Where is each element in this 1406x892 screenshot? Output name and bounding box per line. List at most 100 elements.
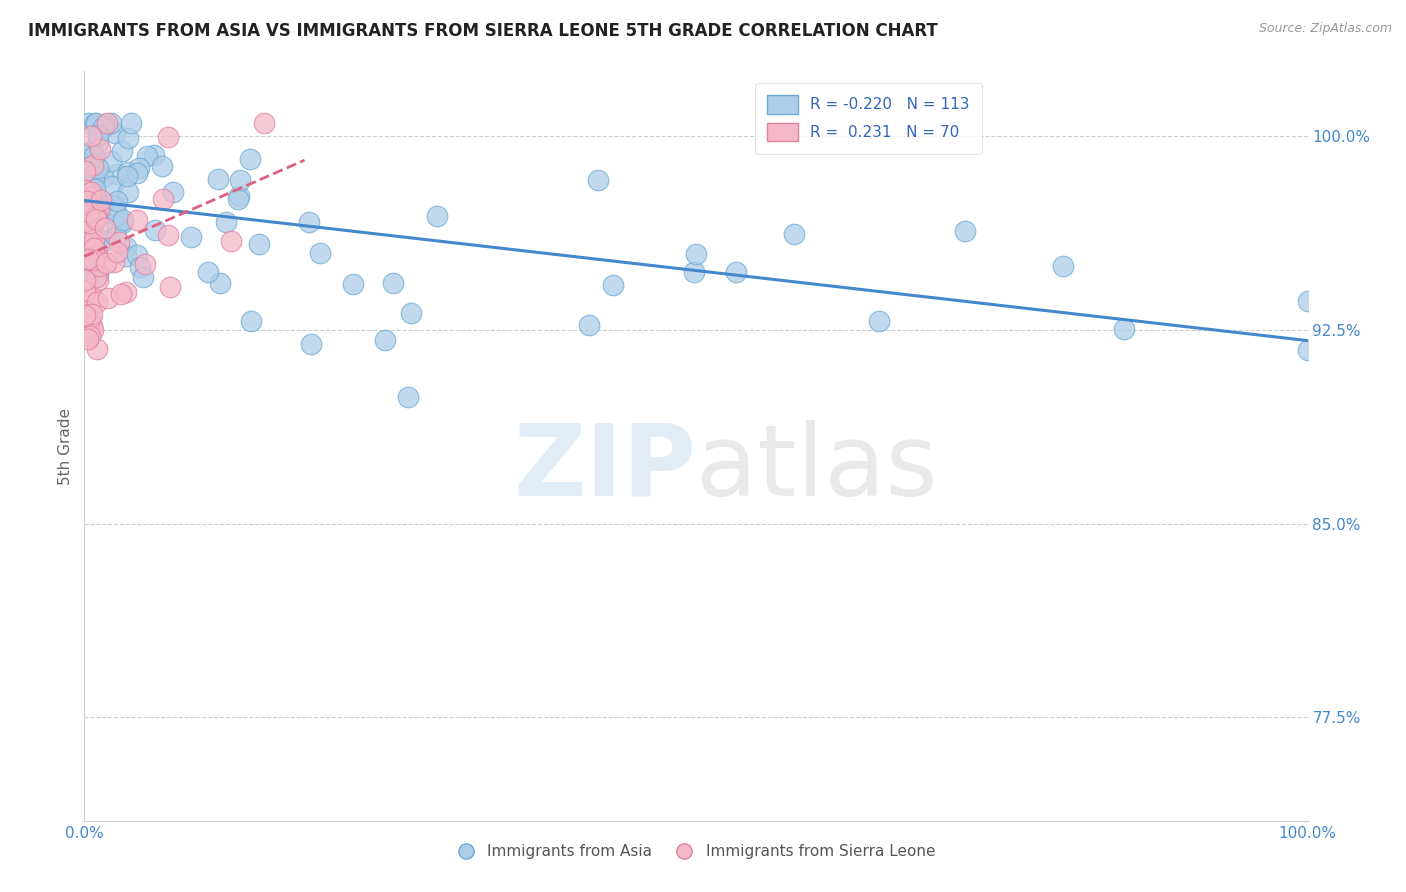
Point — [82, 319, 104, 334]
Point — [152, 192, 174, 206]
Point — [77, 199, 100, 213]
Point — [84, 116, 107, 130]
Point — [77, 230, 100, 244]
Point — [87, 209, 110, 223]
Point — [80, 307, 103, 321]
Point — [117, 131, 139, 145]
Point — [127, 166, 149, 180]
Point — [80, 215, 103, 229]
Point — [82, 291, 104, 305]
Y-axis label: 5th Grade: 5th Grade — [58, 408, 73, 484]
Point — [73, 304, 96, 318]
Point — [115, 169, 138, 183]
Point — [76, 161, 98, 175]
Point — [157, 129, 180, 144]
Legend: Immigrants from Asia, Immigrants from Sierra Leone: Immigrants from Asia, Immigrants from Si… — [450, 838, 942, 865]
Point — [76, 116, 98, 130]
Point — [79, 310, 101, 325]
Point — [426, 209, 449, 223]
Point — [381, 276, 404, 290]
Point — [79, 216, 101, 230]
Point — [82, 229, 104, 244]
Point — [76, 222, 98, 236]
Point — [76, 222, 98, 236]
Point — [396, 390, 419, 404]
Point — [75, 183, 97, 197]
Point — [75, 226, 97, 240]
Point — [82, 154, 104, 169]
Point — [83, 164, 105, 178]
Point — [76, 163, 98, 178]
Point — [86, 294, 108, 309]
Point — [87, 259, 110, 273]
Point — [110, 287, 132, 301]
Point — [87, 128, 110, 142]
Point — [105, 194, 128, 208]
Point — [107, 208, 129, 222]
Point — [79, 232, 101, 246]
Point — [1296, 293, 1319, 308]
Point — [79, 329, 101, 343]
Point — [91, 120, 114, 134]
Point — [80, 207, 103, 221]
Point — [83, 233, 105, 247]
Point — [83, 247, 105, 261]
Point — [80, 176, 103, 190]
Point — [100, 198, 122, 212]
Point — [79, 244, 101, 259]
Point — [683, 265, 706, 279]
Point — [229, 172, 252, 186]
Point — [86, 209, 108, 223]
Point — [117, 185, 139, 199]
Point — [93, 198, 115, 212]
Point — [299, 337, 322, 351]
Point — [84, 182, 107, 196]
Point — [104, 126, 127, 140]
Point — [73, 244, 96, 259]
Point — [79, 223, 101, 237]
Point — [77, 321, 100, 335]
Point — [77, 186, 100, 201]
Point — [342, 277, 364, 292]
Point — [89, 202, 111, 217]
Point — [80, 202, 103, 217]
Point — [1052, 259, 1074, 273]
Point — [94, 221, 117, 235]
Point — [91, 170, 114, 185]
Point — [219, 234, 242, 248]
Point — [80, 128, 103, 143]
Point — [89, 142, 111, 156]
Point — [783, 227, 806, 241]
Point — [159, 280, 181, 294]
Point — [87, 135, 110, 149]
Point — [240, 314, 263, 328]
Point — [80, 190, 103, 204]
Point — [76, 235, 98, 249]
Point — [252, 116, 274, 130]
Point — [105, 218, 128, 232]
Point — [131, 270, 153, 285]
Point — [247, 237, 270, 252]
Point — [143, 148, 166, 162]
Point — [602, 278, 624, 293]
Point — [77, 242, 100, 256]
Point — [143, 223, 166, 237]
Point — [86, 343, 108, 357]
Point — [93, 117, 115, 131]
Point — [84, 211, 107, 226]
Point — [83, 211, 105, 226]
Point — [82, 323, 104, 337]
Point — [207, 171, 229, 186]
Point — [94, 256, 117, 270]
Point — [76, 332, 98, 346]
Point — [103, 255, 125, 269]
Point — [77, 205, 100, 219]
Point — [80, 185, 103, 199]
Point — [75, 194, 97, 209]
Point — [77, 252, 100, 267]
Point — [197, 265, 219, 279]
Point — [84, 186, 107, 200]
Point — [75, 284, 97, 298]
Point — [180, 230, 202, 244]
Point — [1114, 321, 1136, 335]
